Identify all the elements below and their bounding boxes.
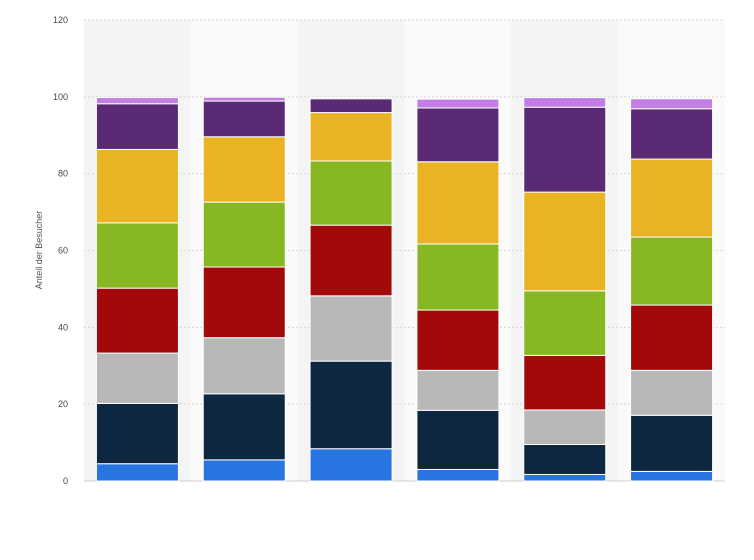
bar-segment [309,224,393,297]
bar-segment [202,393,286,461]
bar-segment [523,191,607,292]
bar-segment [416,243,500,311]
bar-segment [309,448,393,482]
bar-segment [630,108,714,160]
bar-segment [95,402,179,465]
bar-segment [95,287,179,354]
bar-segment [416,309,500,371]
bar-segment [309,295,393,362]
bar-segment [416,98,500,109]
bar-segment [309,97,393,100]
bar-segment [309,112,393,162]
bar-segment [630,369,714,416]
bar-segment [95,463,179,482]
bar-segment [523,444,607,475]
bar-segment [523,473,607,482]
bar-segment [416,107,500,163]
y-tick-label: 100 [53,92,68,102]
bar-segment [416,409,500,470]
y-axis-title: Anteil der Besucher [34,211,44,290]
bar-segment [416,468,500,482]
bar-segment [309,360,393,450]
bar-segment [523,290,607,356]
bar-segment [416,161,500,245]
bar-segment [630,98,714,110]
bar-segment [309,98,393,114]
gridlines [84,19,725,482]
y-tick-labels: 0 20 40 60 80 100 120 [53,15,68,486]
y-tick-label: 20 [58,399,68,409]
bar-segment [95,352,179,404]
y-tick-label: 80 [58,169,68,179]
bar-segment [309,160,393,226]
bar-segment [630,304,714,371]
bar-segment [523,97,607,108]
bar-segment [202,337,286,395]
bar-segment [630,158,714,238]
bar-segment [95,148,179,224]
y-tick-label: 120 [53,15,68,25]
bar-segment [202,96,286,102]
bar-segment [202,136,286,203]
bar-segment [202,100,286,138]
bar-segment [95,222,179,289]
y-tick-label: 0 [63,476,68,486]
bar-segment [202,266,286,339]
bar-segment [95,97,179,105]
bar-segment [630,414,714,472]
y-tick-label: 40 [58,322,68,332]
bar-segment [416,369,500,411]
bar-segment [630,236,714,306]
bars [95,96,714,482]
bar-segment [202,201,286,268]
bar-segment [630,470,714,482]
bar-segment [202,459,286,482]
y-tick-label: 60 [58,246,68,256]
bar-segment [523,106,607,193]
bar-segment [523,409,607,446]
bar-segment [95,103,179,150]
bar-segment [523,354,607,411]
